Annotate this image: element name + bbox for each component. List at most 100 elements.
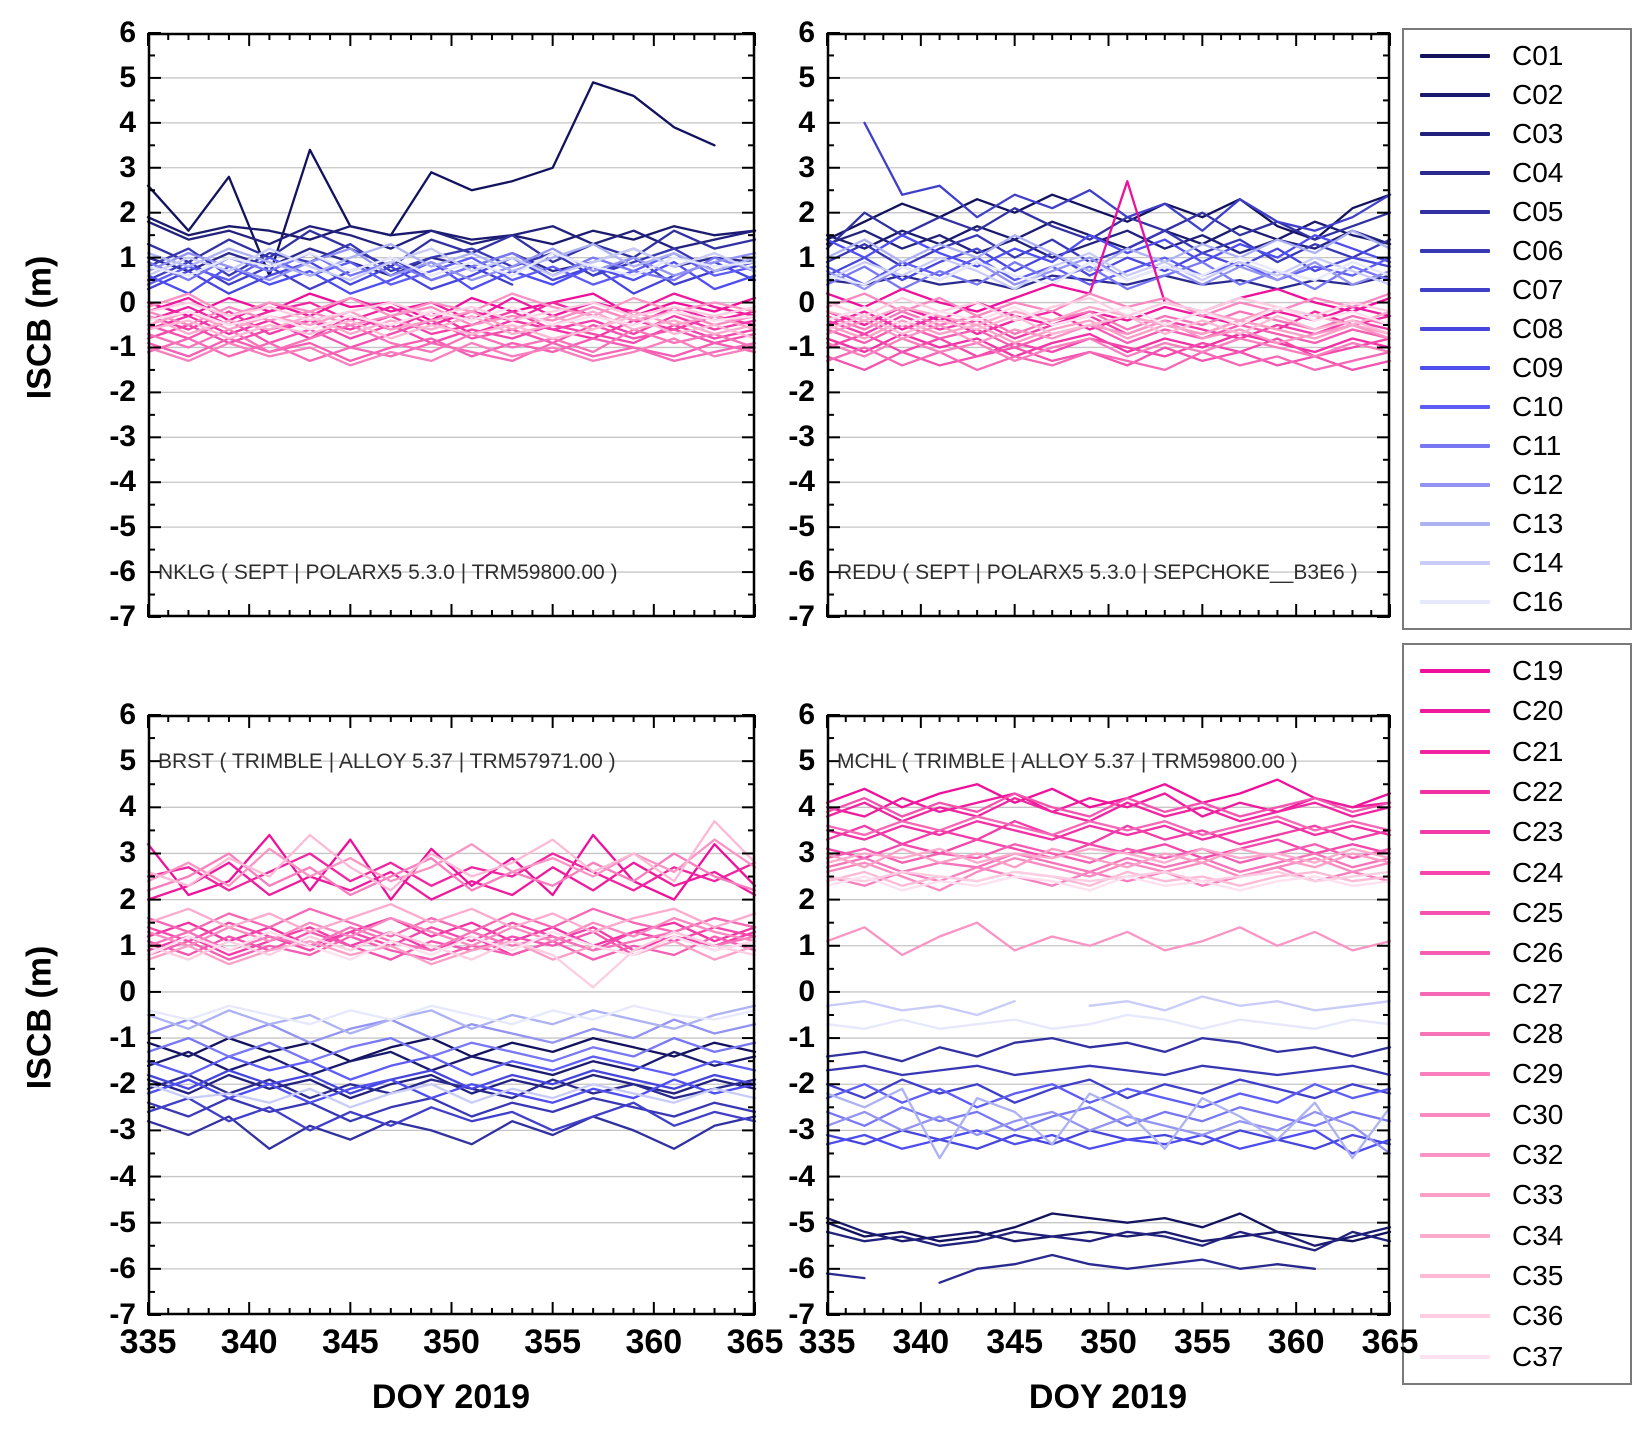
y-tick-label: -4: [109, 465, 136, 499]
series-line-C19: [146, 292, 757, 322]
x-tick-label: 335: [119, 1323, 177, 1361]
y-tick-label: -3: [109, 420, 136, 454]
x-tick-label: 355: [524, 1323, 582, 1361]
legend-label: C33: [1512, 1179, 1564, 1211]
legend-label: C21: [1512, 735, 1564, 767]
y-tick-label: 3: [119, 150, 136, 184]
legend-label: C37: [1512, 1340, 1564, 1372]
series-line-C14: [825, 251, 1392, 291]
legend-entry-c24: C24: [1404, 857, 1630, 889]
station-label-nklg: NKLG ( SEPT | POLARX5 5.3.0 | TRM59800.0…: [158, 561, 618, 584]
legend-blue-satellites: C01 C02 C03 C04 C05 C06 C07 C08 C09 C10 C11 C12 C13 C…: [1402, 28, 1632, 630]
series-line-C12: [146, 1018, 757, 1044]
legend-line-swatch: [1420, 1314, 1490, 1319]
series-line-C16: [146, 1004, 757, 1026]
plot-frame: [147, 32, 756, 618]
series-line-C07: [863, 121, 1392, 232]
y-tick-label: -2: [109, 375, 136, 409]
series-line-C01: [146, 81, 716, 277]
series-line-C23: [825, 314, 1392, 340]
legend-line-swatch: [1420, 709, 1490, 714]
series-line-C03: [825, 1230, 1392, 1252]
x-tick-label: 340: [892, 1323, 950, 1361]
legend-line-swatch: [1420, 1112, 1490, 1117]
legend-label: C08: [1512, 312, 1564, 344]
legend-line-swatch: [1420, 1233, 1490, 1238]
legend-line-swatch: [1420, 366, 1490, 371]
legend-label: C16: [1512, 586, 1564, 618]
y-tick-label: 5: [798, 744, 815, 778]
series-line-C10: [146, 251, 757, 286]
legend-label: C09: [1512, 352, 1564, 384]
series-line-C11: [146, 251, 757, 282]
y-tick-label: 4: [798, 790, 815, 824]
legend-label: C02: [1512, 78, 1564, 110]
y-tick-label: 1: [798, 928, 815, 962]
legend-line-swatch: [1420, 1274, 1490, 1279]
series-line-C13: [825, 229, 1392, 273]
legend-label: C34: [1512, 1219, 1564, 1251]
y-tick-label: 4: [119, 105, 136, 139]
legend-label: C07: [1512, 273, 1564, 305]
legend-entry-c26: C26: [1404, 937, 1630, 969]
legend-entry-c10: C10: [1404, 391, 1630, 423]
series-line-C22: [825, 820, 1392, 841]
y-tick-label: -3: [788, 420, 815, 454]
series-line-C19: [825, 180, 1392, 313]
y-tick-label: -7: [109, 1298, 136, 1331]
legend-label: C11: [1512, 430, 1562, 462]
series-line-C34: [146, 903, 757, 934]
plot-frame: [826, 714, 1391, 1316]
legend-entry-c36: C36: [1404, 1300, 1630, 1332]
legend-line-swatch: [1420, 248, 1490, 253]
x-tick-label: 350: [1080, 1323, 1137, 1361]
y-tick-label: -3: [788, 1113, 815, 1147]
series-line-C35: [146, 314, 757, 340]
series-line-C04: [146, 1073, 757, 1100]
series-line-C08: [825, 1129, 1392, 1150]
series-line-C24: [825, 838, 1392, 860]
legend-line-swatch: [1420, 92, 1490, 97]
legend-line-swatch: [1420, 53, 1490, 58]
series-line-C36: [825, 870, 1392, 883]
legend-entry-c12: C12: [1404, 469, 1630, 501]
legend-line-swatch: [1420, 1354, 1490, 1359]
series-line-C21: [825, 796, 1392, 823]
station-label-brst: BRST ( TRIMBLE | ALLOY 5.37 | TRM57971.0…: [158, 750, 616, 773]
y-tick-label: 6: [798, 16, 815, 49]
x-tick-label: 355: [1173, 1323, 1231, 1361]
y-tick-label: 2: [798, 195, 815, 229]
legend-label: C06: [1512, 234, 1564, 266]
y-tick-label: 1: [119, 240, 136, 274]
station-label-redu: REDU ( SEPT | POLARX5 5.3.0 | SEPCHOKE__…: [837, 561, 1358, 584]
series-line-C37: [146, 930, 757, 961]
legend-entry-c09: C09: [1404, 352, 1630, 384]
series-line-C08: [825, 247, 1392, 282]
series-line-C09: [825, 1129, 1392, 1155]
series-line-C11: [825, 260, 1392, 291]
legend-entry-c34: C34: [1404, 1220, 1630, 1252]
series-line-C32: [146, 292, 757, 318]
y-tick-label: -6: [109, 555, 136, 589]
panel-nklg-plot: NKLG ( SEPT | POLARX5 5.3.0 | TRM59800.0…: [146, 32, 757, 618]
legend-label: C32: [1512, 1139, 1564, 1171]
x-tick-label: 340: [220, 1323, 278, 1361]
legend-entry-c32: C32: [1404, 1139, 1630, 1171]
legend-entry-c06: C06: [1404, 235, 1630, 267]
series-line-C21: [146, 852, 757, 892]
legend-entry-c25: C25: [1404, 897, 1630, 929]
series-line-C37: [825, 305, 1392, 327]
legend-line-swatch: [1420, 561, 1490, 566]
x-axis-label-left: DOY 2019: [371, 1378, 531, 1416]
legend-label: C10: [1512, 391, 1564, 423]
y-tick-label: -7: [788, 1298, 815, 1331]
legend-label: C28: [1512, 1018, 1564, 1050]
series-line-C36: [825, 296, 1392, 322]
legend-entry-c01: C01: [1404, 40, 1630, 72]
legend-label: C01: [1512, 39, 1564, 71]
y-tick-label: -7: [788, 600, 815, 633]
legend-line-swatch: [1420, 444, 1490, 449]
legend-line-swatch: [1420, 870, 1490, 875]
x-tick-label: 360: [1267, 1323, 1325, 1361]
